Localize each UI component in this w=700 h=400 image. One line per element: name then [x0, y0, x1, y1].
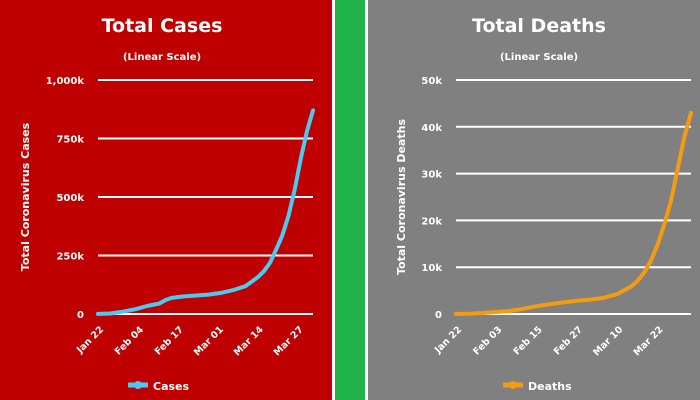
deaths-chart: Total Deaths (Linear Scale) 0 10k 20k 30k 40…: [395, 15, 693, 393]
y-axis-label: Total Coronavirus Deaths: [395, 119, 408, 275]
x-tick-label: Feb 17: [153, 324, 186, 357]
y-tick-label: 500k: [56, 193, 84, 204]
divider-left: [332, 0, 335, 400]
x-tick-label: Feb 03: [471, 324, 504, 357]
legend-label-deaths[interactable]: Deaths: [528, 380, 572, 393]
legend[interactable]: Deaths: [503, 380, 572, 393]
x-tick-label: Mar 14: [232, 324, 266, 358]
y-tick-label: 750k: [56, 135, 84, 146]
chart-subtitle: (Linear Scale): [500, 52, 578, 63]
legend[interactable]: Cases: [128, 380, 190, 393]
cases-chart: Total Cases (Linear Scale) 0 250k 500k 750k…: [19, 15, 315, 393]
x-tick-label: Mar 27: [272, 324, 306, 358]
x-tick-label: Feb 27: [552, 324, 585, 357]
legend-marker-deaths: [509, 381, 517, 389]
y-tick-label: 20k: [421, 216, 442, 227]
x-tick-label: Mar 01: [192, 324, 226, 358]
x-tick-label: Jan 22: [74, 324, 106, 356]
x-tick-label: Mar 22: [632, 324, 666, 358]
chart-subtitle: (Linear Scale): [123, 52, 201, 63]
legend-marker-cases: [134, 381, 142, 389]
y-tick-label: 40k: [421, 123, 442, 134]
y-axis-label: Total Coronavirus Cases: [19, 122, 32, 271]
y-tick-label: 30k: [421, 170, 442, 181]
y-tick-label: 0: [435, 310, 442, 321]
divider-right: [365, 0, 368, 400]
cases-chart-panel: Total Cases (Linear Scale) 0 250k 500k 750k…: [0, 0, 332, 400]
y-tick-label: 10k: [421, 263, 442, 274]
x-tick-label: Feb 04: [113, 324, 146, 357]
legend-label-cases[interactable]: Cases: [153, 380, 190, 393]
x-tick-label: Mar 10: [591, 324, 625, 358]
y-tick-label: 50k: [421, 76, 442, 87]
chart-title: Total Cases: [102, 15, 223, 37]
chart-title: Total Deaths: [472, 15, 606, 37]
x-tick-label: Feb 15: [512, 324, 545, 357]
divider-green-bar: [335, 0, 365, 400]
x-tick-label: Jan 22: [432, 324, 464, 356]
y-tick-label: 0: [77, 310, 84, 321]
series-line-deaths[interactable]: [454, 110, 693, 316]
deaths-chart-panel: Total Deaths (Linear Scale) 0 10k 20k 30k 40…: [368, 0, 700, 400]
y-tick-label: 250k: [56, 252, 84, 263]
y-tick-label: 1,000k: [46, 76, 85, 87]
series-line-cases[interactable]: [96, 108, 315, 316]
